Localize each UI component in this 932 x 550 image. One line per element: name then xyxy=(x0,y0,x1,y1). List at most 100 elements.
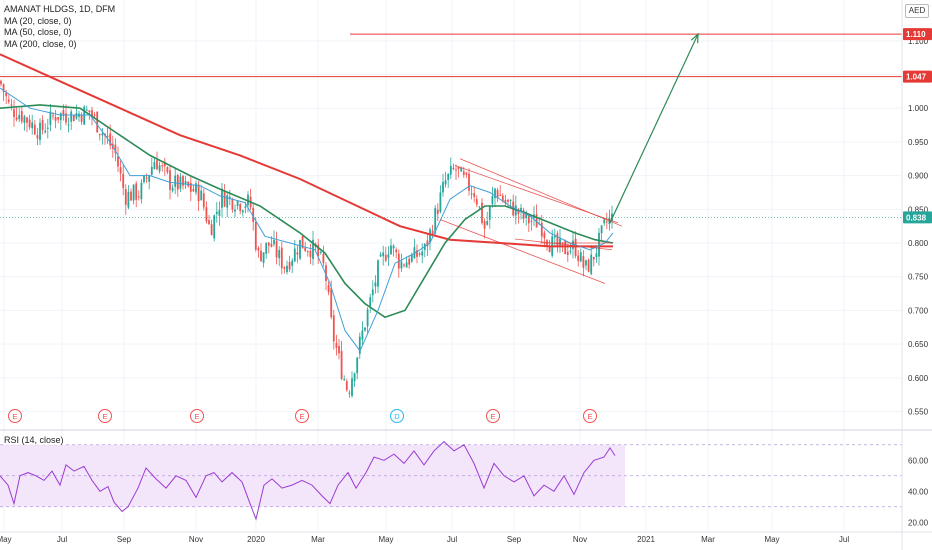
candle-up xyxy=(603,219,606,224)
candle-down xyxy=(457,166,460,170)
candle-down xyxy=(208,220,210,225)
candle-up xyxy=(572,240,574,249)
candle-down xyxy=(119,167,122,174)
candle-down xyxy=(7,99,10,102)
candle-down xyxy=(481,202,483,224)
candle-down xyxy=(504,200,507,204)
candle-up xyxy=(585,260,587,266)
rsi-band xyxy=(0,444,902,508)
candle-up xyxy=(39,122,41,140)
candle-up xyxy=(595,253,598,257)
price-label-bg xyxy=(903,211,932,224)
candle-up xyxy=(579,252,582,262)
candle-down xyxy=(540,222,543,237)
candle-down xyxy=(605,221,608,223)
trendline-support-1 xyxy=(514,238,613,251)
candle-down xyxy=(330,288,333,318)
candle-up xyxy=(23,116,26,123)
candle-down xyxy=(267,242,270,246)
candle-down xyxy=(301,235,304,249)
ma50-line xyxy=(0,104,614,319)
candle-up xyxy=(400,261,403,269)
candle-down xyxy=(15,117,18,120)
candle-down xyxy=(205,207,208,222)
candle-down xyxy=(72,115,75,122)
y-tick-label: 0.700 xyxy=(908,306,929,315)
x-tick-label: Nov xyxy=(189,535,203,544)
candle-up xyxy=(429,229,431,243)
event-marker-label: E xyxy=(490,412,495,421)
candle-down xyxy=(384,254,387,261)
y-tick-label: 0.600 xyxy=(908,374,929,383)
candle-down xyxy=(210,224,213,236)
x-tick-label: Mar xyxy=(701,535,715,544)
price-label: 1.047 xyxy=(906,73,927,82)
candle-down xyxy=(483,221,486,229)
candle-up xyxy=(273,239,275,245)
candle-up xyxy=(132,184,135,201)
candle-down xyxy=(252,207,255,222)
candle-up xyxy=(439,192,442,213)
x-tick-label: Jul xyxy=(447,535,457,544)
candle-down xyxy=(5,92,8,97)
candle-up xyxy=(569,250,572,252)
candle-down xyxy=(20,111,23,122)
earnings-marker xyxy=(190,409,204,423)
candle-down xyxy=(582,256,585,268)
candle-down xyxy=(507,199,509,202)
rsi-tick-label: 60.00 xyxy=(908,456,929,465)
candle-up xyxy=(158,165,161,172)
candle-up xyxy=(520,207,522,212)
candle-down xyxy=(431,230,434,234)
candle-up xyxy=(364,327,366,331)
candle-down xyxy=(106,135,109,138)
candle-up xyxy=(392,245,395,249)
candle-down xyxy=(13,109,15,118)
candle-down xyxy=(468,173,470,191)
candle-down xyxy=(522,210,525,219)
currency-badge[interactable]: AED xyxy=(905,4,929,18)
candle-down xyxy=(260,250,262,262)
candle-down xyxy=(325,265,327,281)
earnings-marker xyxy=(295,409,309,423)
event-marker-label: E xyxy=(194,412,199,421)
candle-up xyxy=(143,175,145,183)
candle-down xyxy=(189,182,192,192)
candle-up xyxy=(553,236,556,238)
event-marker-label: D xyxy=(394,412,400,421)
candle-down xyxy=(335,343,338,348)
candle-up xyxy=(228,196,231,199)
target-arrow-head xyxy=(690,32,699,44)
x-tick-label: Mar xyxy=(311,535,325,544)
candle-up xyxy=(221,188,223,208)
candle-up xyxy=(83,106,86,125)
candle-down xyxy=(345,381,348,391)
candle-down xyxy=(322,253,325,264)
candle-up xyxy=(140,182,143,200)
candle-down xyxy=(182,176,184,186)
y-tick-label: 0.750 xyxy=(908,273,929,282)
candle-up xyxy=(590,254,593,274)
candle-down xyxy=(556,233,559,247)
ma20-line xyxy=(0,87,614,352)
candle-down xyxy=(96,111,99,133)
y-tick-label: 0.850 xyxy=(908,205,929,214)
candle-down xyxy=(91,110,93,116)
candle-down xyxy=(452,167,455,169)
candle-down xyxy=(117,156,119,167)
candle-down xyxy=(309,251,312,258)
y-tick-label: 0.950 xyxy=(908,138,929,147)
candle-up xyxy=(444,180,447,185)
candle-down xyxy=(169,170,171,190)
candle-up xyxy=(171,187,174,191)
candle-down xyxy=(176,174,179,190)
candle-up xyxy=(382,252,385,257)
rsi-tick-label: 20.00 xyxy=(908,518,929,527)
candle-up xyxy=(374,282,377,287)
candle-up xyxy=(174,175,177,187)
candle-down xyxy=(65,113,67,123)
candle-down xyxy=(88,110,91,113)
candle-down xyxy=(338,345,340,354)
